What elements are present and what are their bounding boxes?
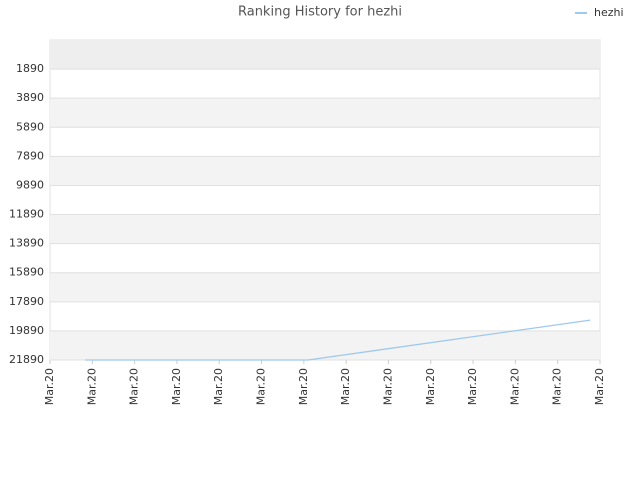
x-tick-label: Mar.20 [593,368,606,405]
y-tick-label: 5890 [16,120,44,133]
x-tick-label: Mar.20 [466,368,479,405]
plot-band [50,330,600,360]
x-tick-label: Mar.20 [551,368,564,405]
plot-band [50,272,600,302]
y-tick-label: 1890 [16,62,44,75]
chart-title: Ranking History for hezhi [238,5,402,20]
x-tick-label: Mar.20 [424,368,437,405]
y-tick-label: 17890 [9,295,44,308]
x-tick-label: Mar.20 [85,368,98,405]
legend-label: hezhi [594,6,624,19]
plot-background [49,39,601,361]
x-tick-label: Mar.20 [381,368,394,405]
y-tick-label: 9890 [16,178,44,191]
x-tick-label: Mar.20 [255,368,268,405]
plot-band [50,156,600,186]
y-tick-label: 3890 [16,91,44,104]
y-tick-label: 11890 [9,208,44,221]
y-tick-label: 21890 [9,353,44,366]
x-tick-label: Mar.20 [128,368,141,405]
x-tick-label: Mar.20 [297,368,310,405]
y-tick-label: 7890 [16,149,44,162]
series-line [85,319,591,361]
y-tick-label: 13890 [9,237,44,250]
x-tick-label: Mar.20 [212,368,225,405]
plot-band [50,98,600,128]
y-tick-label: 19890 [9,324,44,337]
plot-band [50,40,600,70]
y-tick-label: 15890 [9,266,44,279]
x-tick-label: Mar.20 [170,368,183,405]
plot-band [50,214,600,244]
x-tick-label: Mar.20 [508,368,521,405]
x-tick-label: Mar.20 [43,368,56,405]
x-tick-label: Mar.20 [339,368,352,405]
